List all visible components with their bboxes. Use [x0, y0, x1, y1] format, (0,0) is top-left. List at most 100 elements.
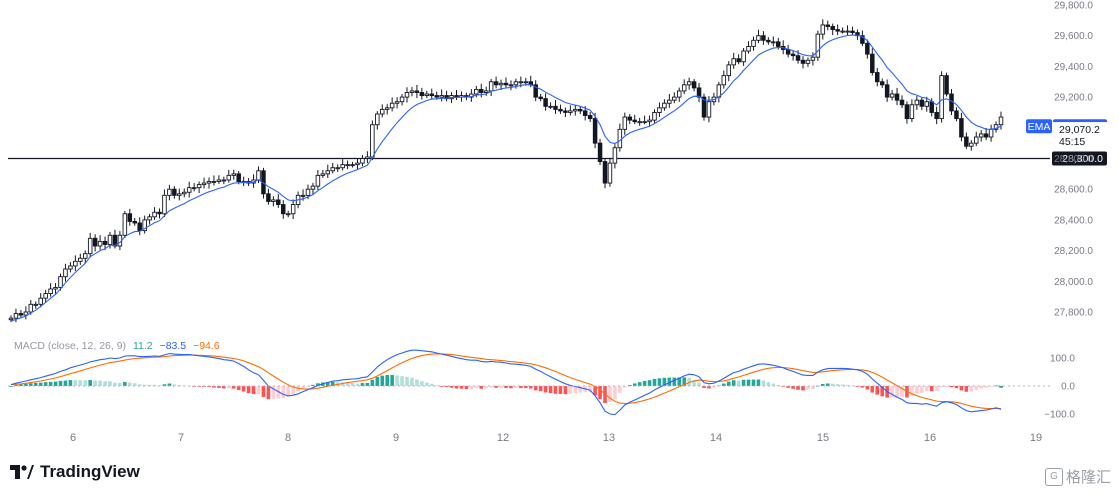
- candle: [548, 102, 553, 110]
- histogram-bar: [142, 384, 147, 386]
- candle-body-up: [498, 82, 504, 86]
- candle: [23, 306, 29, 320]
- histogram-bar: [613, 386, 617, 400]
- histogram-bar: [301, 386, 305, 389]
- candle-body-up: [810, 56, 816, 61]
- candle-body-down: [884, 84, 890, 98]
- candle-body-up: [978, 133, 984, 138]
- candle: [657, 102, 662, 117]
- candle: [736, 54, 741, 65]
- histogram-bar: [652, 378, 657, 386]
- candle: [810, 52, 816, 66]
- macd-line: [10, 349, 1002, 416]
- candle-body-up: [508, 84, 514, 87]
- histogram-last-bar: [999, 385, 1003, 388]
- candle-body-down: [236, 173, 241, 182]
- candle-body-up: [815, 33, 821, 58]
- macd-legend-histogram-value: 11.2: [132, 340, 153, 352]
- candle: [226, 169, 232, 183]
- histogram-bar: [835, 384, 840, 386]
- candle: [592, 112, 598, 149]
- histogram-bar: [83, 380, 88, 386]
- candle-body-down: [132, 220, 137, 224]
- histogram-bar: [236, 386, 241, 391]
- candle-body-up: [221, 179, 227, 182]
- candle-body-up: [201, 182, 207, 186]
- histogram-bar: [979, 386, 983, 389]
- candle-body-down: [934, 111, 939, 120]
- candle-body-down: [790, 53, 796, 57]
- candle: [508, 80, 514, 91]
- price-tick-label: 29,600.0: [1054, 31, 1093, 42]
- candle-body-down: [18, 313, 24, 316]
- candle: [310, 182, 316, 195]
- histogram-bar: [528, 386, 533, 389]
- candle-body-up: [681, 84, 687, 92]
- histogram-bar: [132, 383, 137, 386]
- candle-body-down: [929, 101, 934, 113]
- price-tick-label: 27,800.0: [1054, 308, 1093, 319]
- time-axis[interactable]: 6 7 8 9 12 13 14 15 16 19: [70, 432, 1042, 444]
- candle: [825, 20, 831, 31]
- candle: [790, 50, 796, 61]
- histogram-bar: [726, 381, 731, 386]
- histogram-bar: [123, 381, 127, 386]
- histogram-bar: [722, 383, 726, 386]
- histogram-bar: [276, 386, 281, 399]
- candle: [850, 26, 855, 36]
- candle: [978, 130, 984, 142]
- candle: [904, 101, 910, 124]
- histogram-bar: [964, 386, 969, 392]
- horizontal-line-28800[interactable]: 28,800.0: [8, 151, 1107, 166]
- time-tick-label: 8: [285, 432, 291, 444]
- candle: [731, 52, 736, 69]
- time-tick-label: 16: [924, 432, 936, 444]
- candle-body-up: [315, 174, 321, 187]
- histogram-bar: [934, 386, 939, 391]
- candle-body-up: [677, 90, 682, 98]
- candle-body-down: [479, 88, 484, 93]
- histogram-bar: [459, 386, 464, 389]
- macd-lines: [8, 349, 1050, 416]
- candle: [607, 158, 613, 187]
- histogram-bar: [58, 380, 63, 386]
- candle: [805, 57, 811, 67]
- candle: [271, 196, 276, 207]
- candle-body-up: [726, 64, 732, 77]
- tradingview-logo[interactable]: TradingView: [10, 462, 140, 482]
- candle-body-down: [899, 99, 905, 106]
- candle-body-up: [28, 303, 34, 313]
- histogram-bar: [449, 386, 454, 388]
- histogram-bar: [152, 384, 157, 386]
- candle: [726, 61, 732, 82]
- macd-legend[interactable]: MACD (close, 12, 26, 9) 11.2 −83.5 −94.6: [14, 340, 224, 352]
- candle: [741, 47, 746, 66]
- macd-tick-label: 100.0: [1050, 354, 1075, 365]
- histogram-bar: [736, 380, 741, 386]
- candle-body-up: [370, 124, 375, 158]
- price-tick-label: 28,400.0: [1054, 215, 1093, 226]
- candle-body-up: [285, 213, 291, 216]
- candle: [325, 164, 331, 178]
- candle-body-down: [137, 222, 142, 232]
- histogram-bar: [642, 380, 647, 386]
- candle-body-up: [998, 116, 1004, 126]
- histogram-bar: [222, 386, 226, 389]
- histogram-bar: [98, 380, 102, 386]
- histogram-bar: [563, 386, 568, 395]
- candle-body-up: [78, 257, 83, 262]
- candle: [97, 235, 103, 250]
- candle-body-down: [563, 110, 568, 113]
- histogram-bar: [855, 386, 860, 387]
- candle-body-up: [380, 108, 385, 115]
- candle-body-up: [142, 219, 147, 232]
- price-tick-label: 29,200.0: [1054, 93, 1093, 104]
- watermark-icon: G: [1044, 467, 1063, 486]
- histogram-bar: [954, 386, 959, 389]
- candle: [370, 120, 375, 161]
- candle: [820, 19, 826, 40]
- histogram-bar: [29, 383, 33, 386]
- price-tag-bg: [1053, 122, 1107, 150]
- candle-body-down: [493, 81, 499, 86]
